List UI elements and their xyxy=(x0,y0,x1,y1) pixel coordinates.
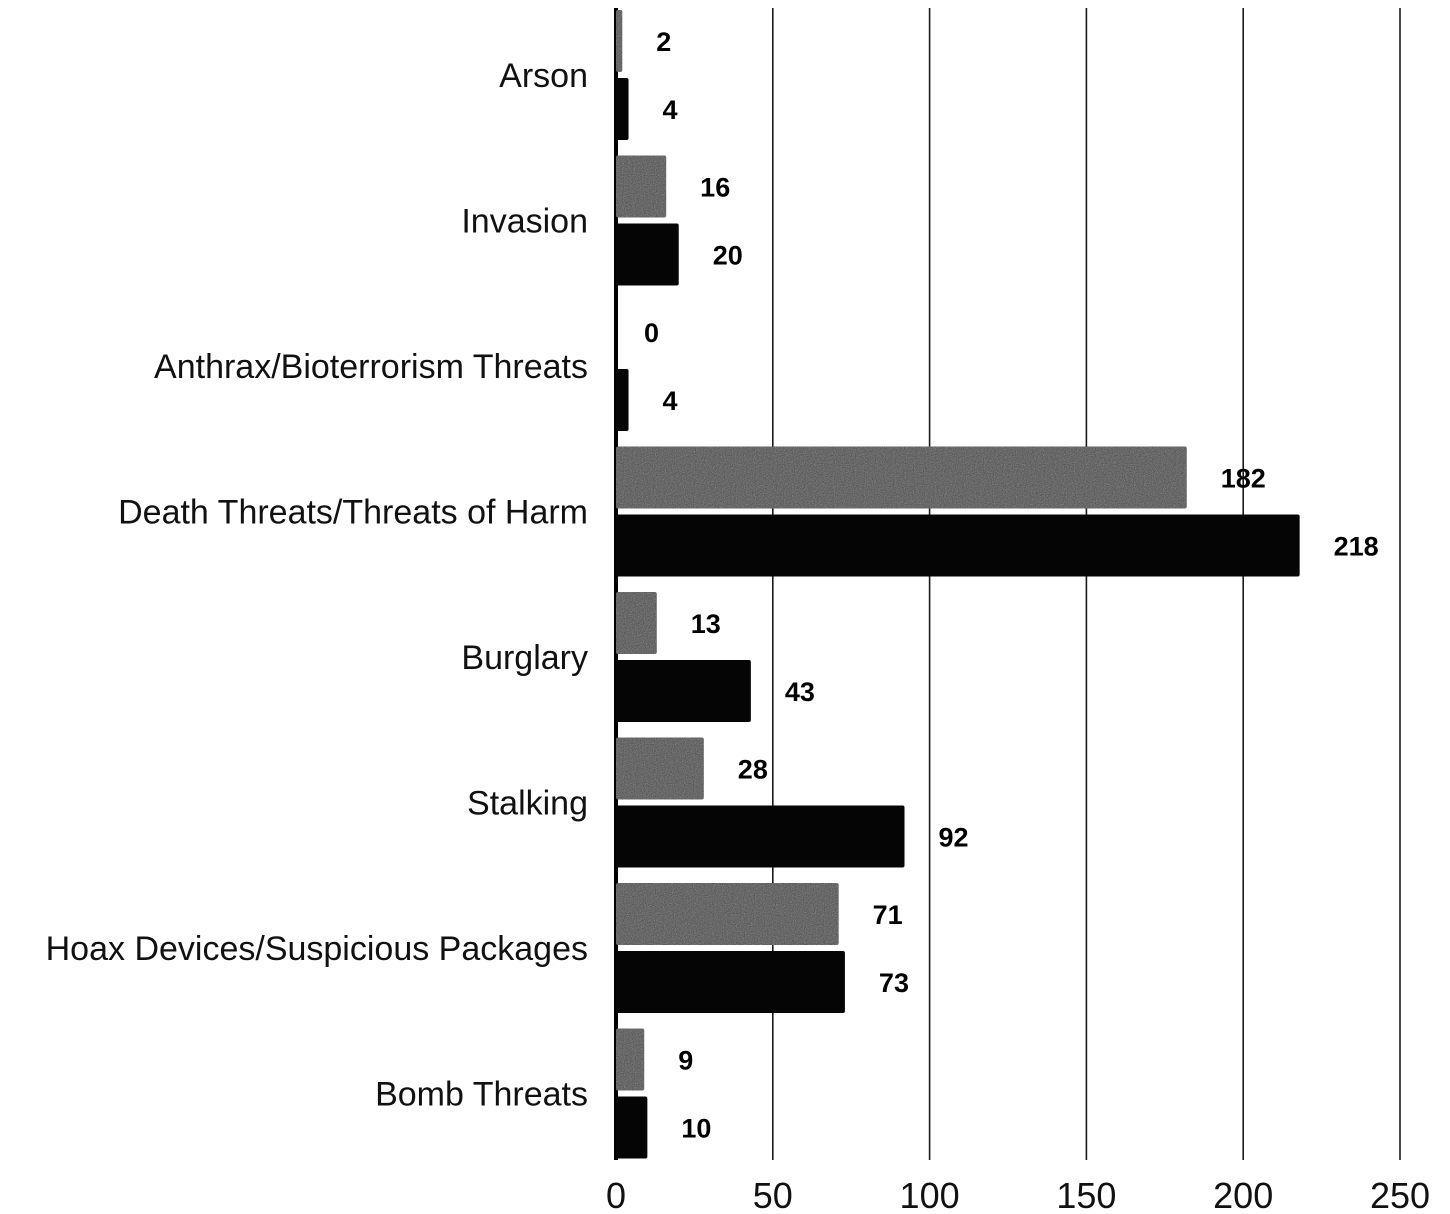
data-label-hoax-devices-suspicious-packages-series-1: 71 xyxy=(873,900,903,930)
bar-stalking-series-1 xyxy=(616,737,704,800)
bars xyxy=(616,10,1300,1159)
data-label-anthrax-bioterrorism-threats-series-2: 4 xyxy=(663,386,678,416)
data-label-stalking-series-2: 92 xyxy=(939,823,969,853)
bar-invasion-series-1 xyxy=(616,155,667,218)
data-label-stalking-series-1: 28 xyxy=(738,755,768,785)
data-label-invasion-series-2: 20 xyxy=(713,241,743,271)
category-label-death-threats-threats-of-harm: Death Threats/Threats of Harm xyxy=(118,494,588,532)
x-tick-label-100: 100 xyxy=(900,1175,960,1214)
data-label-arson-series-2: 4 xyxy=(663,95,678,125)
x-tick-label-200: 200 xyxy=(1213,1175,1273,1214)
bar-bomb-threats-series-1 xyxy=(616,1028,645,1091)
category-label-hoax-devices-suspicious-packages: Hoax Devices/Suspicious Packages xyxy=(46,930,588,968)
bar-stalking-series-2 xyxy=(616,805,905,868)
data-label-anthrax-bioterrorism-threats-series-1: 0 xyxy=(644,318,659,348)
data-label-burglary-series-1: 13 xyxy=(691,609,721,639)
category-label-stalking: Stalking xyxy=(467,785,588,823)
bar-anthrax-bioterrorism-threats-series-2 xyxy=(616,369,629,431)
data-label-hoax-devices-suspicious-packages-series-2: 73 xyxy=(879,968,909,998)
bar-burglary-series-1 xyxy=(616,592,657,654)
x-tick-label-250: 250 xyxy=(1370,1175,1430,1214)
bar-death-threats-threats-of-harm-series-2 xyxy=(616,514,1300,577)
bar-arson-series-1 xyxy=(616,10,623,72)
bar-arson-series-2 xyxy=(616,78,629,140)
bar-bomb-threats-series-2 xyxy=(616,1096,648,1159)
category-label-bomb-threats: Bomb Threats xyxy=(375,1076,588,1114)
data-labels: 2 4 16 20 0 4 182 218 13 43 28 92 71 73 9 10 xyxy=(644,27,1379,1144)
x-tick-label-50: 50 xyxy=(753,1175,793,1214)
category-labels: Arson Invasion Anthrax/Bioterrorism Threat… xyxy=(46,57,588,1114)
data-label-death-threats-threats-of-harm-series-1: 182 xyxy=(1221,464,1266,494)
x-tick-label-0: 0 xyxy=(606,1175,626,1214)
bar-hoax-devices-suspicious-packages-series-2 xyxy=(616,951,845,1013)
category-label-arson: Arson xyxy=(499,57,588,95)
category-label-burglary: Burglary xyxy=(461,639,588,677)
data-label-arson-series-1: 2 xyxy=(656,27,671,57)
bar-invasion-series-2 xyxy=(616,223,679,286)
data-label-death-threats-threats-of-harm-series-2: 218 xyxy=(1334,532,1379,562)
data-label-invasion-series-1: 16 xyxy=(700,173,730,203)
x-tick-label-150: 150 xyxy=(1056,1175,1116,1214)
data-label-bomb-threats-series-2: 10 xyxy=(681,1114,711,1144)
category-label-anthrax-bioterrorism-threats: Anthrax/Bioterrorism Threats xyxy=(154,348,588,386)
data-label-burglary-series-2: 43 xyxy=(785,677,815,707)
category-label-invasion: Invasion xyxy=(461,203,588,241)
bar-burglary-series-2 xyxy=(616,660,751,722)
x-axis-tick-labels: 0 50 100 150 200 250 xyxy=(606,1175,1430,1214)
data-label-bomb-threats-series-1: 9 xyxy=(678,1046,693,1076)
bar-death-threats-threats-of-harm-series-1 xyxy=(616,446,1187,509)
bar-hoax-devices-suspicious-packages-series-1 xyxy=(616,883,839,945)
